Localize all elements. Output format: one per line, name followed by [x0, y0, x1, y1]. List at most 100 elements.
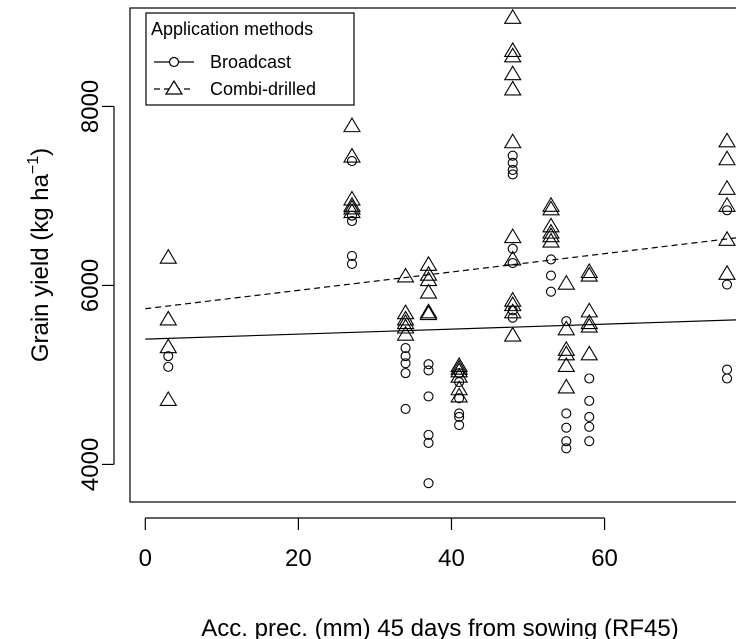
point-combi-drilled [718, 150, 736, 166]
point-broadcast [423, 478, 434, 489]
plot-frame [129, 7, 736, 503]
point-combi-drilled [343, 199, 361, 215]
point-combi-drilled [557, 320, 576, 336]
point-combi-drilled [419, 283, 438, 299]
legend-broadcast-label: Broadcast [210, 52, 291, 72]
point-combi-drilled [503, 80, 522, 96]
point-combi-drilled [419, 265, 438, 281]
point-broadcast [584, 436, 595, 447]
y-tick-label: 6000 [77, 259, 104, 312]
y-axis-title-main: Grain yield (kg ha [27, 173, 54, 362]
y-tick-label: 8000 [77, 80, 104, 133]
point-broadcast [507, 164, 518, 176]
point-broadcast [584, 421, 595, 432]
point-broadcast [400, 351, 411, 362]
point-combi-drilled [718, 230, 736, 246]
point-broadcast [584, 395, 595, 406]
point-broadcast [507, 150, 518, 161]
point-combi-drilled [580, 262, 599, 279]
point-combi-drilled [450, 387, 469, 403]
point-broadcast [423, 359, 434, 370]
legend-broadcast-marker [168, 56, 180, 68]
point-combi-drilled [503, 326, 522, 342]
point-combi-drilled [557, 340, 576, 356]
point-combi-drilled [503, 41, 522, 58]
point-broadcast [346, 215, 358, 227]
point-combi-drilled [718, 264, 736, 280]
y-axis-title: Grain yield (kg ha−1) [25, 148, 54, 362]
point-combi-drilled [580, 317, 599, 333]
point-combi-drilled [159, 310, 178, 326]
point-broadcast [163, 351, 174, 362]
regression-lines [145, 237, 736, 340]
point-combi-drilled [396, 310, 415, 326]
point-combi-drilled [159, 338, 178, 354]
point-broadcast [346, 155, 358, 167]
data-points [159, 8, 736, 489]
legend-box [145, 12, 355, 106]
point-broadcast [423, 391, 434, 402]
x-axis: 0 20 40 60 [139, 517, 618, 572]
x-tick-label: 20 [285, 545, 312, 572]
point-combi-drilled [419, 255, 438, 271]
point-combi-drilled [419, 304, 438, 321]
point-combi-drilled [343, 202, 361, 219]
point-combi-drilled [450, 380, 469, 396]
point-broadcast [454, 408, 465, 419]
legend-combi-drilled-marker [164, 79, 184, 95]
point-combi-drilled [396, 313, 415, 330]
point-combi-drilled [557, 378, 576, 394]
point-broadcast [507, 243, 518, 254]
point-broadcast [454, 411, 465, 423]
point-combi-drilled [542, 196, 560, 212]
point-broadcast [545, 254, 557, 265]
point-broadcast [561, 436, 572, 447]
point-combi-drilled [396, 318, 415, 334]
point-broadcast [454, 419, 465, 431]
point-broadcast [163, 361, 174, 372]
point-broadcast [721, 364, 733, 375]
point-combi-drilled [343, 147, 361, 163]
point-broadcast [400, 368, 411, 379]
point-combi-drilled [396, 325, 415, 341]
point-combi-drilled [503, 65, 522, 81]
point-broadcast [346, 250, 358, 261]
point-broadcast [454, 393, 465, 404]
point-broadcast [400, 343, 411, 354]
point-broadcast [507, 258, 518, 269]
legend-combi-drilled-label: Combi-drilled [210, 79, 316, 99]
point-broadcast [561, 316, 572, 327]
point-broadcast [561, 422, 572, 433]
point-combi-drilled [718, 179, 736, 195]
point-combi-drilled [503, 47, 522, 63]
point-combi-drilled [159, 390, 178, 407]
point-broadcast [423, 365, 434, 376]
point-combi-drilled [503, 250, 522, 266]
point-combi-drilled [718, 196, 736, 212]
point-combi-drilled [542, 223, 560, 239]
point-combi-drilled [419, 303, 438, 319]
point-combi-drilled [542, 217, 560, 233]
regression-line-broadcast [145, 319, 736, 340]
point-combi-drilled [343, 196, 361, 212]
point-broadcast [584, 411, 595, 423]
point-broadcast [423, 437, 434, 448]
point-combi-drilled [580, 345, 599, 361]
point-broadcast [721, 373, 733, 384]
point-broadcast [721, 205, 733, 216]
x-tick-label: 60 [591, 545, 618, 572]
point-broadcast [721, 279, 733, 290]
point-combi-drilled [343, 117, 361, 133]
legend: Application methods Broadcast Combi-dril… [145, 12, 355, 106]
point-broadcast [423, 429, 434, 440]
x-tick-label: 40 [438, 545, 465, 572]
point-combi-drilled [450, 356, 469, 373]
y-tick-label: 4000 [77, 438, 104, 491]
point-combi-drilled [542, 200, 560, 216]
point-broadcast [584, 373, 595, 384]
point-combi-drilled [450, 362, 469, 378]
point-combi-drilled [580, 313, 599, 330]
point-broadcast [561, 408, 572, 419]
point-combi-drilled [503, 133, 522, 149]
